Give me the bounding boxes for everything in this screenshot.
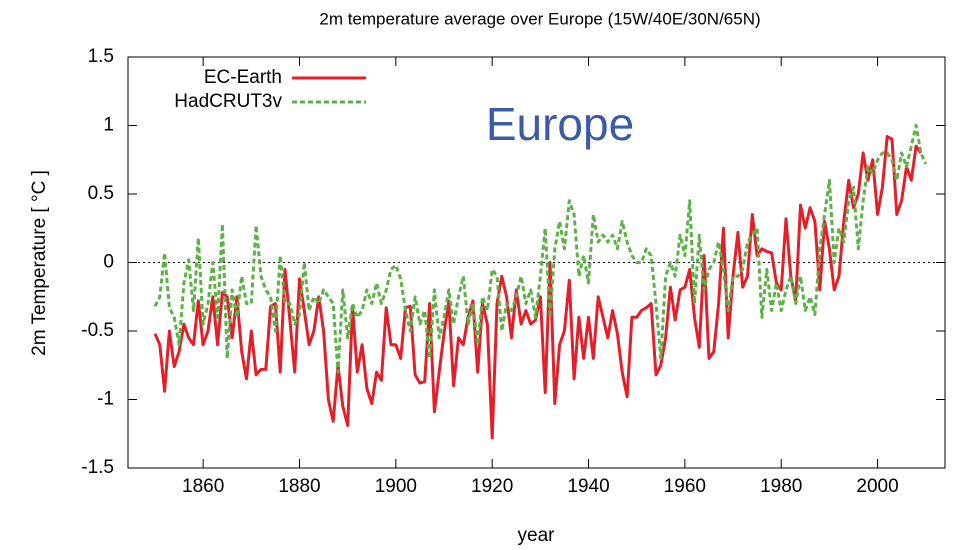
- y-tick-label: 1.5: [88, 46, 114, 67]
- x-axis-label: year: [518, 525, 556, 546]
- y-tick-label: 0.5: [88, 183, 114, 204]
- y-axis-label: 2m Temperature [ °C ]: [29, 170, 50, 356]
- chart-title: 2m temperature average over Europe (15W/…: [319, 9, 760, 28]
- legend-label: HadCRUT3v: [174, 91, 282, 112]
- x-tick-label: 1960: [664, 476, 706, 497]
- y-tick-label: -1: [97, 389, 114, 410]
- x-tick-label: 1940: [567, 476, 609, 497]
- x-tick-label: 1980: [760, 476, 802, 497]
- series-line: [153, 124, 928, 374]
- annotation: Europe: [486, 98, 634, 150]
- y-tick-label: -0.5: [81, 320, 114, 341]
- y-tick-label: 0: [103, 252, 114, 273]
- x-tick-label: 1900: [375, 476, 417, 497]
- x-tick-label: 2000: [856, 476, 898, 497]
- x-tick-label: 1920: [471, 476, 513, 497]
- y-tick-label: 1: [103, 115, 114, 136]
- x-tick-label: 1860: [182, 476, 224, 497]
- x-tick-label: 1880: [278, 476, 320, 497]
- y-tick-label: -1.5: [81, 457, 114, 478]
- legend-label: EC-Earth: [204, 67, 282, 88]
